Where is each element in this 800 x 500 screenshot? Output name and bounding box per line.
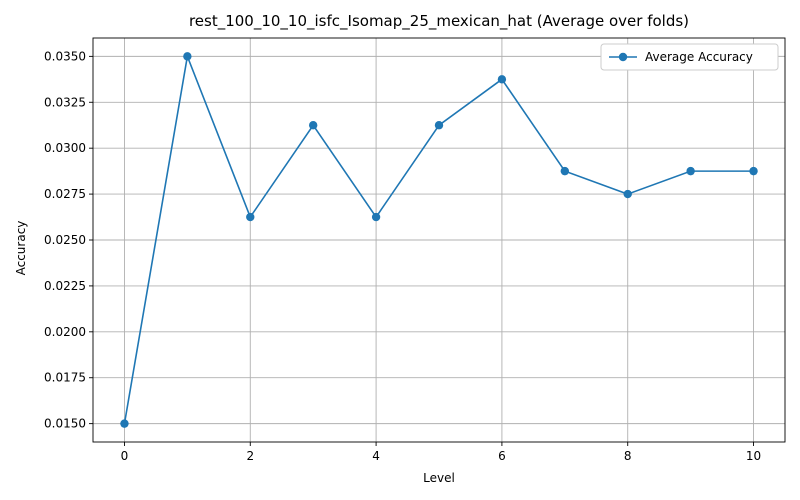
x-axis-label: Level <box>423 471 455 485</box>
data-point <box>183 52 192 61</box>
data-point <box>308 121 318 130</box>
data-point <box>246 212 255 222</box>
y-axis-ticks: 0.0150 0.0175 0.0200 0.0225 0.0250 0.0275 0.03… <box>44 49 93 431</box>
data-point <box>749 166 758 176</box>
x-tick-label: 0 <box>121 449 129 463</box>
data-point <box>497 75 507 84</box>
y-tick-label: 0.0300 <box>44 141 86 155</box>
chart-title: rest_100_10_10_isfc_Isomap_25_mexican_ha… <box>189 12 689 31</box>
y-tick-label: 0.0200 <box>44 325 86 339</box>
data-point <box>686 166 695 176</box>
data-point <box>120 419 129 428</box>
legend-label: Average Accuracy <box>645 50 753 64</box>
y-tick-label: 0.0275 <box>44 187 86 201</box>
legend[interactable]: Average Accuracy <box>600 43 779 71</box>
x-tick-label: 4 <box>372 449 380 463</box>
x-tick-label: 10 <box>746 449 761 463</box>
y-tick-label: 0.0175 <box>44 371 86 385</box>
y-tick-label: 0.0325 <box>44 95 86 109</box>
legend-marker <box>618 52 628 62</box>
y-tick-label: 0.0350 <box>44 49 86 63</box>
x-tick-label: 2 <box>246 449 254 463</box>
x-tick-label: 8 <box>624 449 632 463</box>
y-tick-label: 0.0150 <box>44 417 86 431</box>
y-axis-label: Accuracy <box>14 221 28 276</box>
y-tick-label: 0.0225 <box>44 279 86 293</box>
data-point <box>623 189 632 199</box>
x-axis-ticks: 0 2 4 6 8 10 <box>121 442 761 463</box>
data-point <box>560 166 570 176</box>
data-point <box>371 212 381 222</box>
legend-box <box>600 43 779 71</box>
y-tick-label: 0.0250 <box>44 233 86 247</box>
series <box>120 52 758 428</box>
data-point <box>434 121 444 130</box>
x-tick-label: 6 <box>498 449 506 463</box>
grid <box>93 38 785 442</box>
